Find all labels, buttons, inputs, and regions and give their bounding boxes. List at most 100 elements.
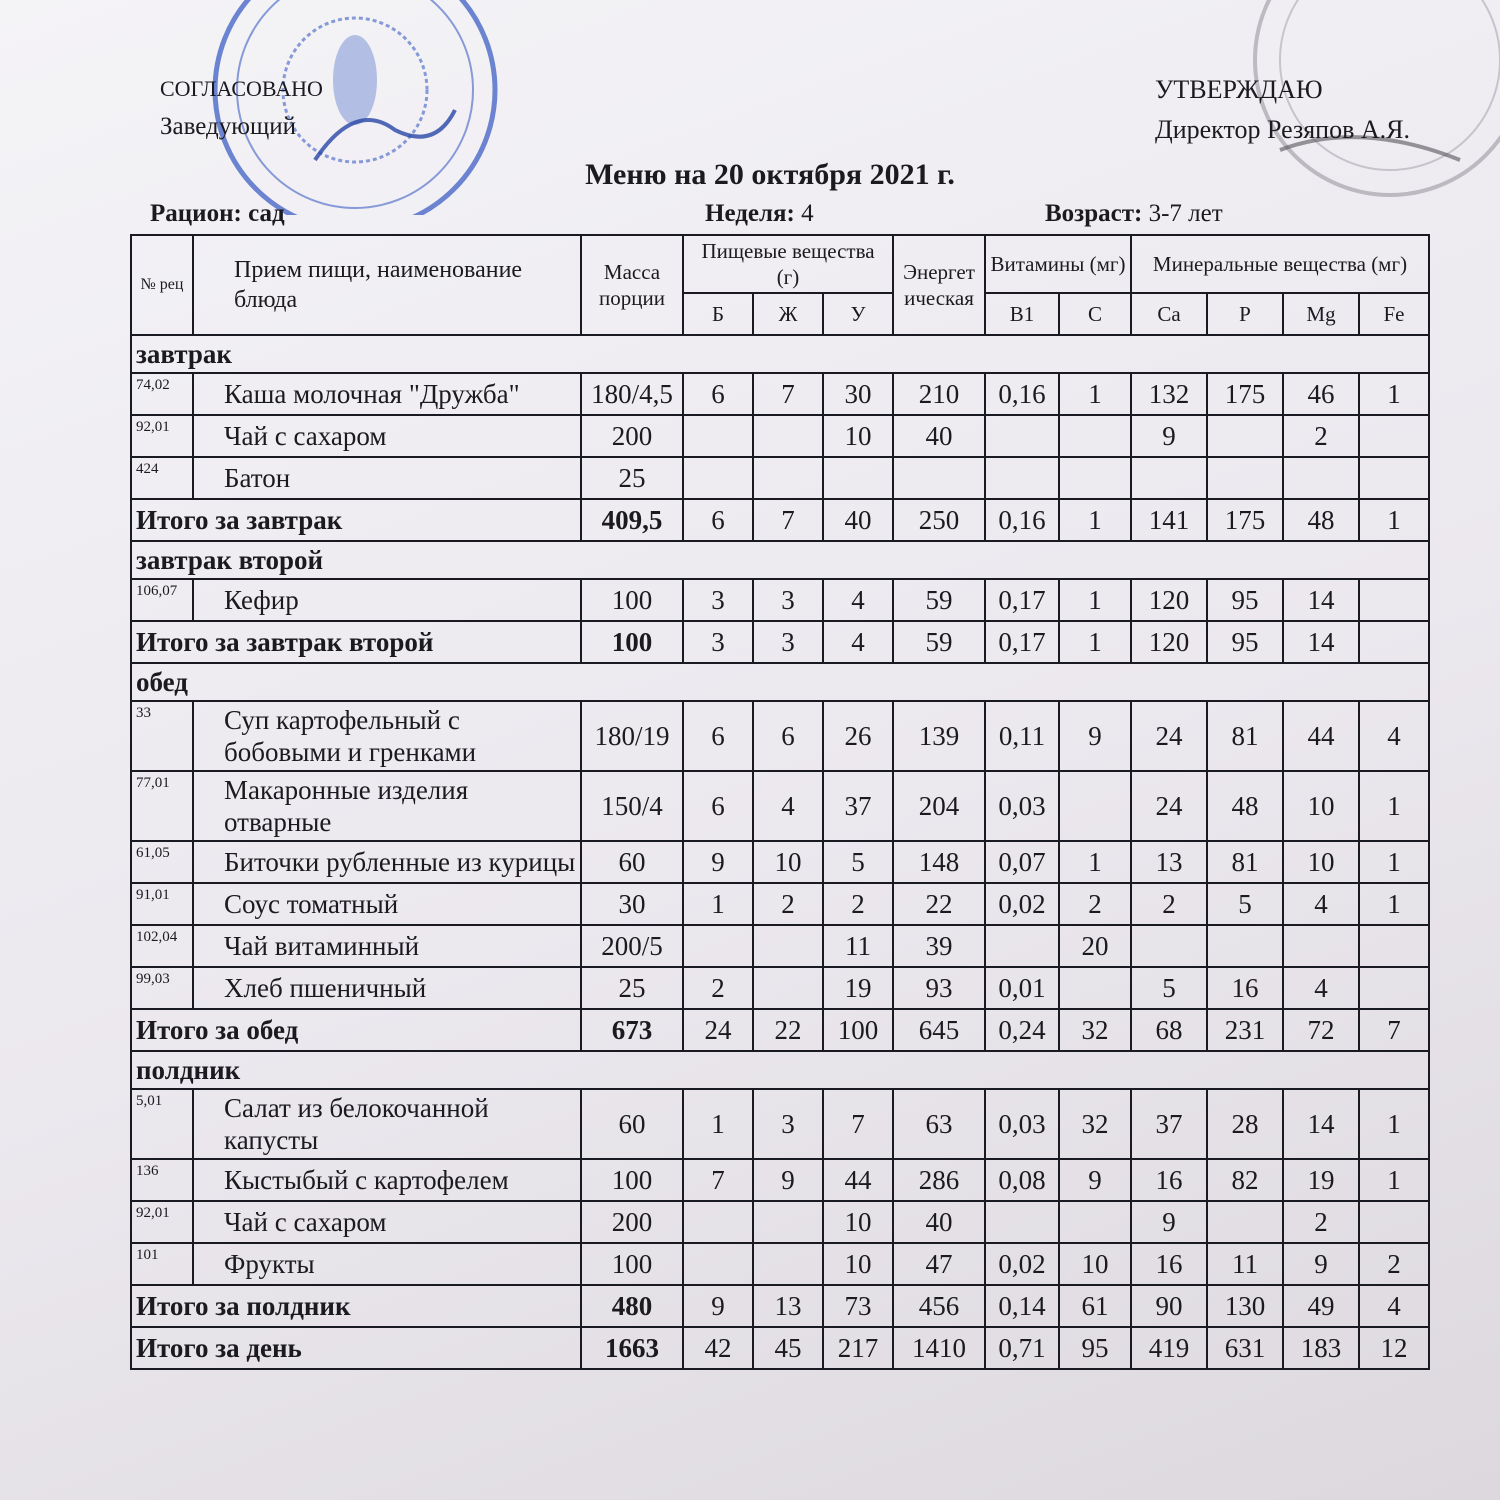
- value-cell: 6: [682, 372, 754, 416]
- value-cell: 3: [752, 1088, 824, 1160]
- col-minerals: Минеральные вещества (мг): [1130, 234, 1430, 294]
- subtotal-value: 409,5: [580, 498, 684, 542]
- value-cell: 175: [1206, 372, 1284, 416]
- subtotal-value: 14: [1282, 620, 1360, 664]
- subtotal-value: 1: [1058, 498, 1132, 542]
- value-cell: 1: [1358, 770, 1430, 842]
- dish-row: 61,05 Биточки рубленные из курицы 60 9 10 5 14…: [130, 840, 1430, 884]
- dish-row: 92,01 Чай с сахаром 200 10 40 9 2: [130, 1200, 1430, 1244]
- subtotal-value: 22: [752, 1008, 824, 1052]
- recipe-number: 101: [130, 1242, 194, 1286]
- value-cell: 59: [892, 578, 986, 622]
- round-stamp-blue: [212, 0, 498, 215]
- director-label: Директор Резяпов А.Я.: [1154, 115, 1410, 144]
- recipe-number: 91,01: [130, 882, 194, 926]
- value-cell: 24: [1130, 700, 1208, 772]
- value-cell: 6: [682, 700, 754, 772]
- value-cell: 1: [1058, 840, 1132, 884]
- subtotal-value: 0,14: [984, 1284, 1060, 1328]
- value-cell: [1358, 924, 1430, 968]
- day-total-label: Итого за день: [130, 1326, 582, 1370]
- col-fe: Fe: [1358, 292, 1430, 336]
- value-cell: 286: [892, 1158, 986, 1202]
- dish-name: Соус томатный: [192, 882, 582, 926]
- value-cell: 4: [1282, 966, 1360, 1010]
- subtotal-label: Итого за обед: [130, 1008, 582, 1052]
- value-cell: 5: [1206, 882, 1284, 926]
- value-cell: 0,02: [984, 882, 1060, 926]
- value-cell: 30: [580, 882, 684, 926]
- subtotal-value: 61: [1058, 1284, 1132, 1328]
- value-cell: 2: [1058, 882, 1132, 926]
- value-cell: [1358, 1200, 1430, 1244]
- subtotal-value: 7: [752, 498, 824, 542]
- approve-label: УТВЕРЖДАЮ: [1154, 75, 1323, 104]
- value-cell: 6: [682, 770, 754, 842]
- value-cell: [752, 414, 824, 458]
- value-cell: 200/5: [580, 924, 684, 968]
- col-zh: Ж: [752, 292, 824, 336]
- col-nutrients: Пищевые вещества (г): [682, 234, 894, 294]
- value-cell: 25: [580, 456, 684, 500]
- col-u: У: [822, 292, 894, 336]
- section-header-row: завтрак второй: [130, 540, 1430, 580]
- value-cell: 20: [1058, 924, 1132, 968]
- value-cell: 1: [1358, 1088, 1430, 1160]
- menu-meta: Рацион: сад Неделя: 4 Возраст: 3-7 лет: [150, 198, 1450, 230]
- dish-name: Фрукты: [192, 1242, 582, 1286]
- section-header-row: полдник: [130, 1050, 1430, 1090]
- section-title: обед: [130, 662, 1430, 702]
- col-mass: Масса порции: [580, 234, 684, 336]
- section-title: завтрак: [130, 334, 1430, 374]
- value-cell: 44: [1282, 700, 1360, 772]
- dish-row: 106,07 Кефир 100 3 3 4 59 0,17 1 120 95 14: [130, 578, 1430, 622]
- value-cell: 2: [1282, 414, 1360, 458]
- value-cell: 19: [822, 966, 894, 1010]
- subtotal-value: 120: [1130, 620, 1208, 664]
- value-cell: 9: [1058, 700, 1132, 772]
- page-title: Меню на 20 октября 2021 г.: [585, 158, 955, 191]
- dish-row: 74,02 Каша молочная "Дружба" 180/4,5 6 7 30 21…: [130, 372, 1430, 416]
- col-c: С: [1058, 292, 1132, 336]
- dish-name: Чай с сахаром: [192, 1200, 582, 1244]
- value-cell: 14: [1282, 1088, 1360, 1160]
- value-cell: 1: [682, 1088, 754, 1160]
- value-cell: 44: [822, 1158, 894, 1202]
- value-cell: 3: [752, 578, 824, 622]
- value-cell: 7: [752, 372, 824, 416]
- dish-name: Салат из белокочанной капусты: [192, 1088, 582, 1160]
- value-cell: 40: [892, 1200, 986, 1244]
- subtotal-value: 141: [1130, 498, 1208, 542]
- value-cell: 13: [1130, 840, 1208, 884]
- value-cell: 37: [1130, 1088, 1208, 1160]
- subtotal-row: Итого за обед 673 24 22 100 645 0,24 32 68 231 72 7: [130, 1008, 1430, 1052]
- day-total-value: 1663: [580, 1326, 684, 1370]
- value-cell: 100: [580, 1242, 684, 1286]
- age-label: Возраст:: [1045, 200, 1143, 227]
- approval-left: СОГЛАСОВАНО Заведующий: [160, 70, 323, 150]
- day-total-value: 1410: [892, 1326, 986, 1370]
- value-cell: 0,16: [984, 372, 1060, 416]
- value-cell: 16: [1206, 966, 1284, 1010]
- day-total-value: 12: [1358, 1326, 1430, 1370]
- subtotal-value: 456: [892, 1284, 986, 1328]
- value-cell: 95: [1206, 578, 1284, 622]
- value-cell: 9: [1130, 414, 1208, 458]
- value-cell: 139: [892, 700, 986, 772]
- value-cell: 2: [822, 882, 894, 926]
- value-cell: 60: [580, 1088, 684, 1160]
- subtotal-value: 24: [682, 1008, 754, 1052]
- day-total-value: 419: [1130, 1326, 1208, 1370]
- value-cell: 5: [1130, 966, 1208, 1010]
- value-cell: 82: [1206, 1158, 1284, 1202]
- value-cell: 0,07: [984, 840, 1060, 884]
- dish-row: 136 Кыстыбый с картофелем 100 7 9 44 286 0,08 9 1…: [130, 1158, 1430, 1202]
- value-cell: [1282, 456, 1360, 500]
- dish-name: Батон: [192, 456, 582, 500]
- dish-name: Чай витаминный: [192, 924, 582, 968]
- value-cell: 28: [1206, 1088, 1284, 1160]
- col-mg: Mg: [1282, 292, 1360, 336]
- subtotal-value: 175: [1206, 498, 1284, 542]
- subtotal-value: 13: [752, 1284, 824, 1328]
- subtotal-value: 95: [1206, 620, 1284, 664]
